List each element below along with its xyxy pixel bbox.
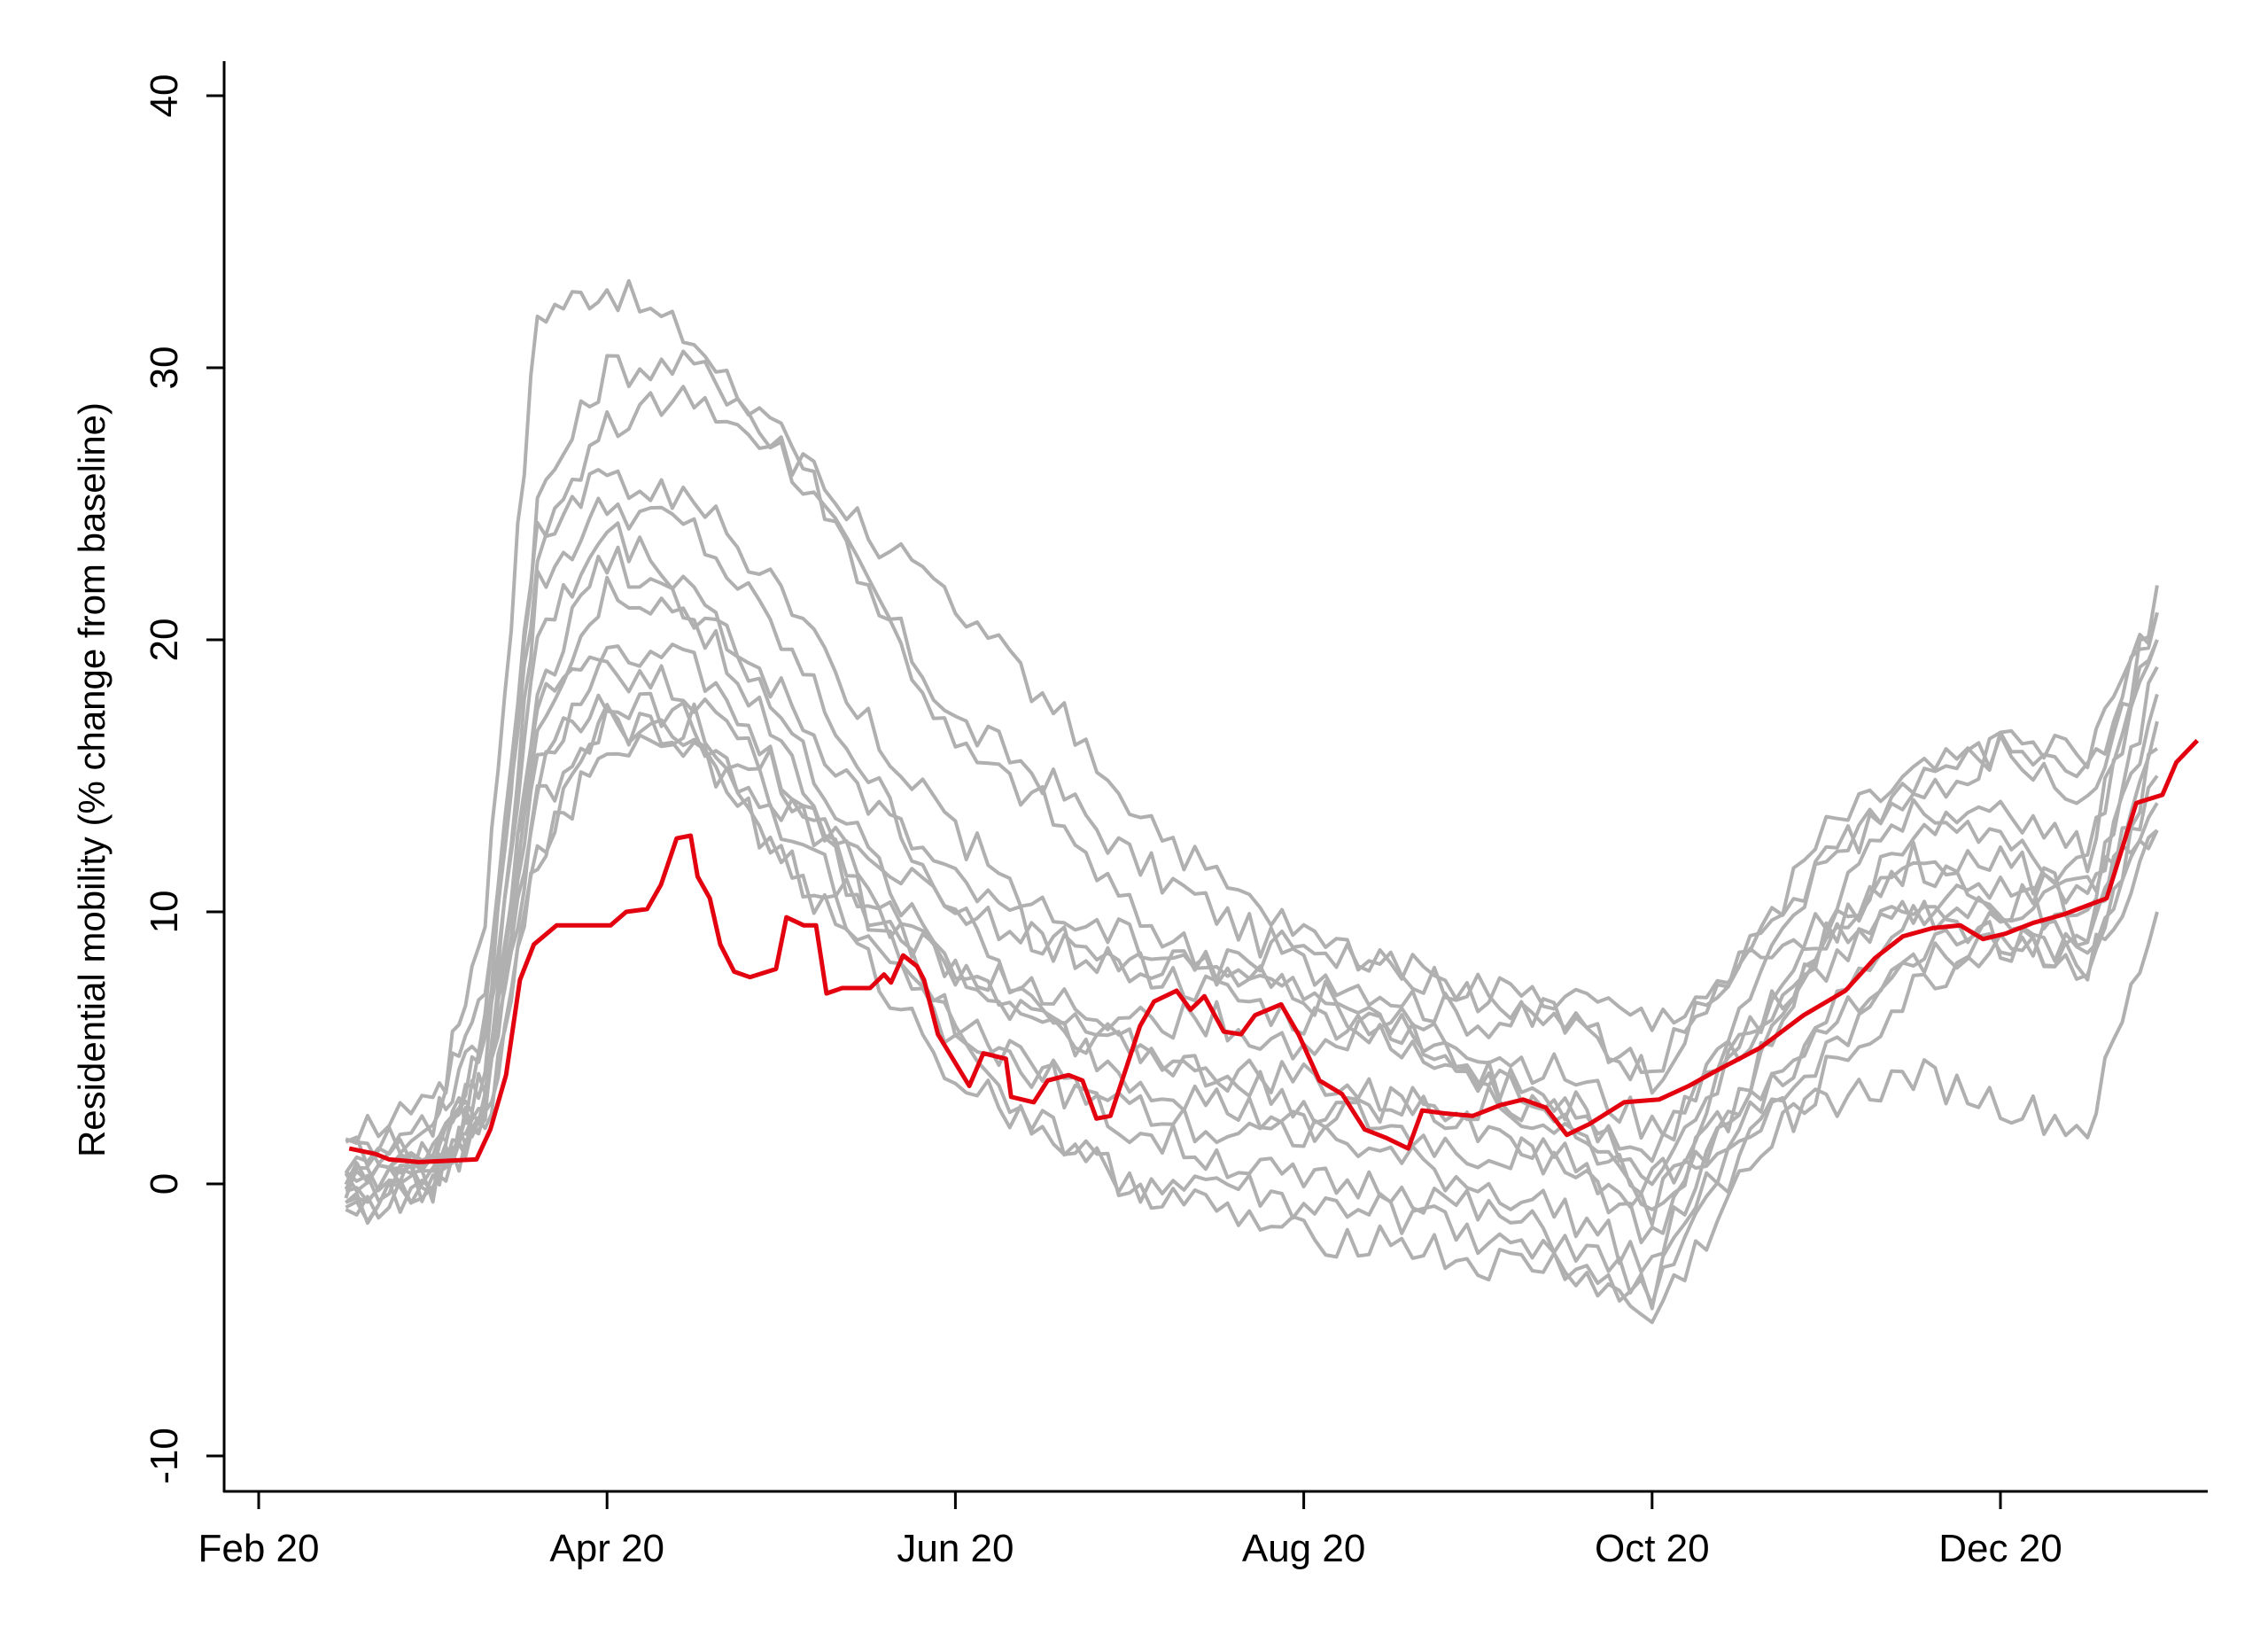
- x-tick-label: Aug 20: [1242, 1527, 1365, 1570]
- gray-series-line: [345, 468, 2159, 1211]
- y-axis-title: Residential mobility (% change from base…: [71, 402, 113, 1157]
- y-tick-label: 30: [143, 346, 186, 390]
- gray-series-line: [345, 545, 2159, 1306]
- y-tick-label: 40: [143, 74, 186, 118]
- x-tick-label: Feb 20: [198, 1527, 320, 1570]
- gray-series-line: [345, 642, 2159, 1220]
- y-tick-label: 10: [143, 891, 186, 934]
- y-tick-label: 0: [143, 1173, 186, 1195]
- gray-series-line: [345, 655, 2159, 1311]
- x-tick-label: Dec 20: [1938, 1527, 2062, 1570]
- x-tick-label: Apr 20: [549, 1527, 664, 1570]
- highlight-series-group: [348, 738, 2200, 1164]
- gray-series-line: [344, 702, 2159, 1226]
- gray-series-group: [344, 278, 2159, 1325]
- y-tick-label: -10: [143, 1428, 186, 1484]
- x-ticks: Feb 20 Apr 20 Jun 20 Aug 20 Oct 20 Dec 20: [198, 1491, 2062, 1570]
- highlight-series-line: [348, 738, 2200, 1164]
- gray-series-line: [344, 691, 2159, 1325]
- y-tick-label: 20: [143, 619, 186, 662]
- gray-series-line: [345, 278, 2159, 1169]
- gray-series-line: [344, 703, 2159, 1195]
- y-ticks: -10 0 10 20 30 40: [143, 74, 224, 1484]
- x-tick-label: Oct 20: [1595, 1527, 1710, 1570]
- gray-series-line: [345, 693, 2159, 1227]
- gray-series-line: [344, 349, 2159, 1199]
- gray-series-line: [345, 385, 2159, 1166]
- x-tick-label: Jun 20: [897, 1527, 1014, 1570]
